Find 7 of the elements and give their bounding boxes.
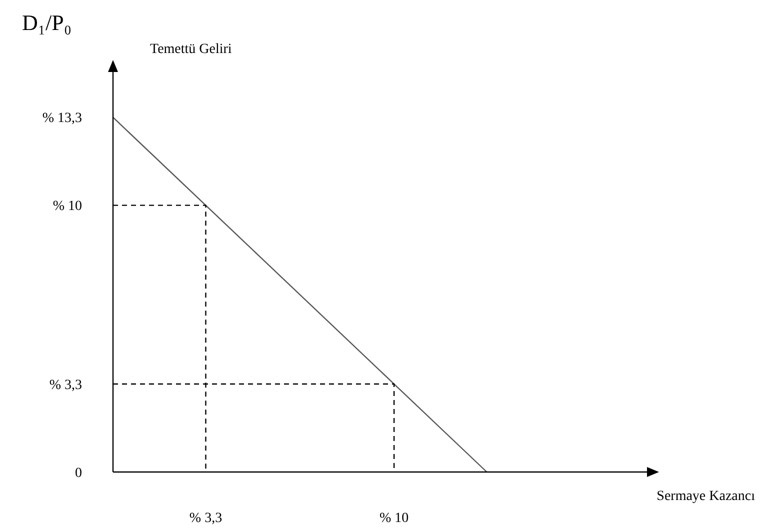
chart-title: D₁/P₀: [22, 10, 72, 35]
y-axis-title: Temettü Geliri: [150, 42, 232, 57]
x-axis-title: Sermaye Kazancı: [656, 489, 756, 504]
y-tick-label: % 13,3: [42, 111, 82, 126]
y-tick-label: 0: [75, 466, 82, 481]
y-tick-label: % 10: [52, 199, 82, 214]
y-tick-label: % 3,3: [49, 378, 82, 393]
